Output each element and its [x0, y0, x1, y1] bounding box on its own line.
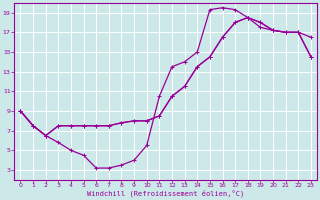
- X-axis label: Windchill (Refroidissement éolien,°C): Windchill (Refroidissement éolien,°C): [87, 190, 244, 197]
